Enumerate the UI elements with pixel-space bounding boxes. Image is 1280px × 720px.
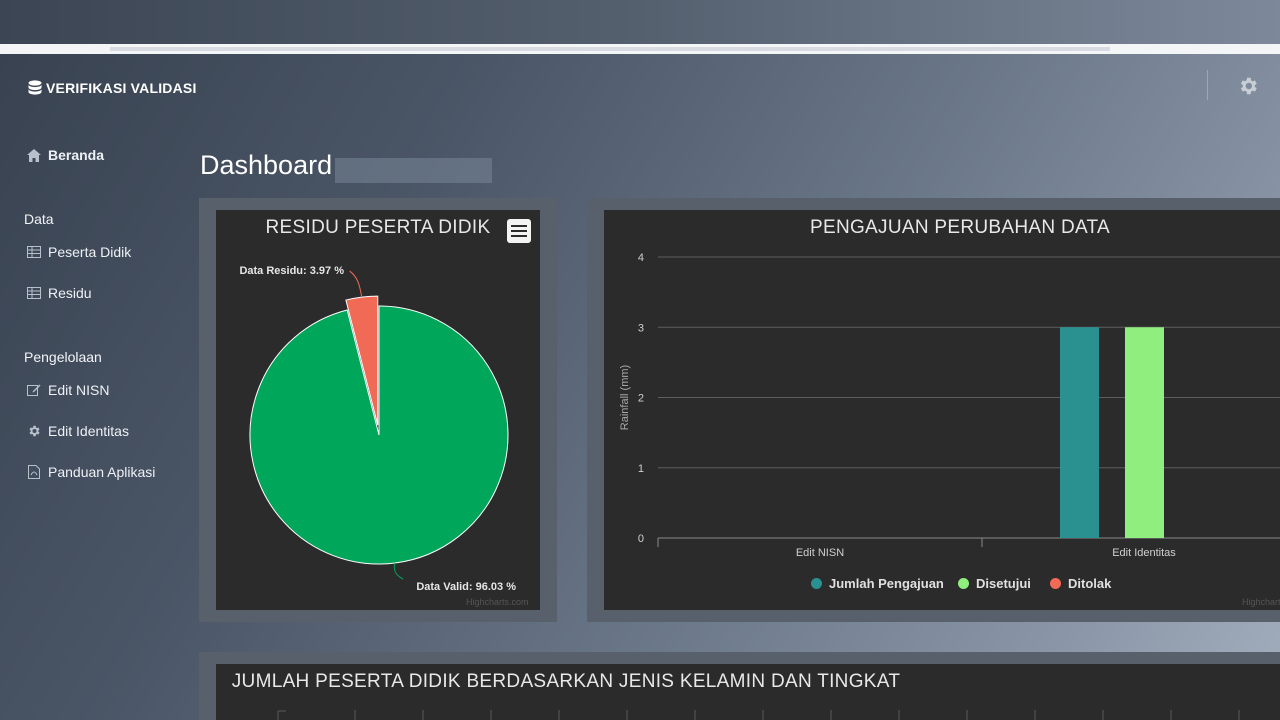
legend-label: Disetujui	[976, 576, 1031, 591]
sidebar-item-label: Panduan Aplikasi	[48, 464, 156, 480]
table-icon	[26, 285, 42, 301]
sidebar-section-pengelolaan: Pengelolaan	[24, 349, 102, 365]
legend-dot	[1050, 578, 1061, 589]
pdf-file-icon	[26, 464, 42, 480]
y-tick-label: 3	[638, 322, 644, 334]
chart-credits[interactable]: Highcharts.com	[1242, 597, 1280, 607]
legend-item-disetujui[interactable]: Disetujui	[958, 576, 1031, 591]
header-divider	[0, 44, 1280, 54]
sidebar-item-peserta-didik[interactable]: Peserta Didik	[26, 244, 131, 260]
pie-data-label: Data Residu: 3.97 %	[239, 265, 344, 277]
legend-label: Ditolak	[1068, 576, 1112, 591]
y-axis-label: Rainfall (mm)	[619, 365, 631, 430]
gear-icon	[1240, 77, 1257, 95]
pie-chart-svg: Data Valid: 96.03 % Data Residu: 3.97 %	[239, 265, 516, 593]
sidebar-item-edit-identitas[interactable]: Edit Identitas	[26, 423, 129, 439]
top-band	[0, 0, 1280, 44]
bar-jumlah-pengajuan[interactable]	[1060, 327, 1099, 538]
table-icon	[26, 244, 42, 260]
sidebar-item-label: Residu	[48, 285, 92, 301]
home-icon	[26, 147, 42, 163]
pie-slice-data-valid[interactable]	[249, 305, 509, 565]
sidebar-item-beranda[interactable]: Beranda	[26, 147, 104, 163]
chart-menu-button[interactable]	[507, 219, 531, 243]
sidebar-item-panduan-aplikasi[interactable]: Panduan Aplikasi	[26, 464, 155, 480]
sidebar-item-edit-nisn[interactable]: Edit NISN	[26, 382, 109, 398]
y-tick-label: 1	[638, 463, 644, 475]
sidebar-item-label: Edit NISN	[48, 382, 110, 398]
x-tick-label: Edit NISN	[796, 547, 844, 559]
gender-chart-title: JUMLAH PESERTA DIDIK BERDASARKAN JENIS K…	[231, 671, 901, 692]
y-tick-label: 2	[638, 393, 644, 405]
sidebar-item-label: Beranda	[48, 147, 105, 163]
y-tick-label: 0	[638, 533, 644, 545]
gear-icon	[26, 423, 42, 439]
topbar-divider	[1207, 70, 1208, 100]
database-icon	[28, 80, 42, 95]
settings-button[interactable]	[1237, 75, 1259, 102]
bar-chart-title: PENGAJUAN PERUBAHAN DATA	[810, 217, 1110, 238]
sidebar-item-residu[interactable]: Residu	[26, 285, 92, 301]
pie-data-label: Data Valid: 96.03 %	[416, 581, 516, 593]
pie-slice-data-residu[interactable]	[345, 295, 379, 426]
title-placeholder-block	[335, 158, 492, 183]
gender-chart-axis	[277, 710, 1240, 720]
page-title: Dashboard	[200, 150, 333, 180]
brand[interactable]: VERIFIKASI VALIDASI	[28, 80, 197, 96]
sidebar-section-data: Data	[24, 211, 54, 227]
sidebar-item-label: Peserta Didik	[48, 244, 132, 260]
pie-chart-title: RESIDU PESERTA DIDIK	[265, 217, 491, 238]
sidebar-item-label: Edit Identitas	[48, 423, 129, 439]
chart-credits[interactable]: Highcharts.com	[466, 597, 529, 607]
bar-disetujui[interactable]	[1125, 327, 1164, 538]
bar-chart-svg: 0 1 2 3 4 Rainfall (mm) Edit NISN Edit Identita…	[619, 252, 1280, 559]
legend-item-ditolak[interactable]: Ditolak	[1050, 576, 1111, 591]
edit-icon	[26, 382, 42, 398]
legend-item-jumlah-pengajuan[interactable]: Jumlah Pengajuan	[811, 576, 944, 591]
x-tick-label: Edit Identitas	[1112, 547, 1176, 559]
bar-chart-area	[604, 210, 1280, 610]
pie-connector	[349, 270, 363, 298]
pie-connector	[393, 562, 404, 580]
legend-dot	[811, 578, 822, 589]
legend-dot	[958, 578, 969, 589]
legend-label: Jumlah Pengajuan	[829, 576, 944, 591]
y-tick-label: 4	[638, 252, 644, 264]
brand-title: VERIFIKASI VALIDASI	[46, 80, 197, 96]
